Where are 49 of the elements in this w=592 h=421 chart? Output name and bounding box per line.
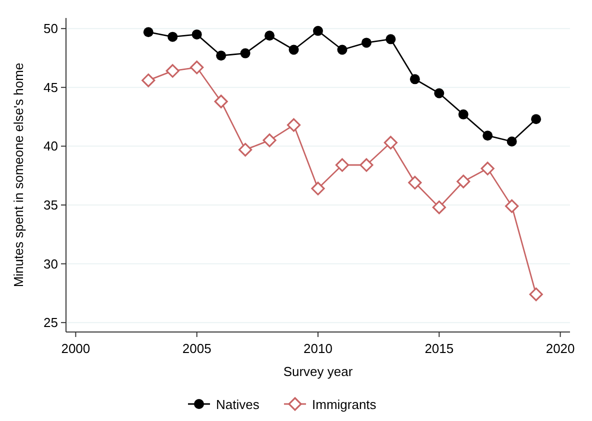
point	[216, 50, 226, 61]
point	[482, 130, 493, 141]
point	[456, 174, 470, 188]
point	[337, 44, 348, 55]
x-tick-label: 2005	[182, 341, 212, 356]
point	[410, 74, 420, 84]
x-tick-label: 2020	[546, 341, 575, 356]
point	[143, 27, 154, 38]
point	[506, 136, 517, 146]
point	[531, 114, 542, 124]
point	[214, 94, 228, 108]
y-axis-title: Minutes spent in someone else's home	[11, 62, 26, 288]
point	[190, 60, 204, 74]
point	[505, 199, 519, 213]
x-axis-title: Survey year	[283, 364, 354, 379]
point	[240, 48, 250, 58]
point	[408, 176, 422, 190]
point	[313, 26, 323, 36]
legend-label: Immigrants	[312, 397, 377, 412]
y-tick-label: 35	[44, 197, 58, 212]
x-tick-label: 2000	[61, 341, 90, 356]
point	[166, 64, 180, 78]
y-tick-label: 50	[44, 21, 58, 36]
legend-label: Natives	[216, 397, 260, 412]
point	[480, 162, 494, 176]
point	[262, 134, 276, 148]
point	[142, 74, 156, 88]
point	[458, 109, 468, 120]
y-tick-label: 25	[44, 315, 58, 330]
point	[286, 118, 301, 132]
point	[361, 38, 372, 48]
point	[238, 142, 252, 157]
y-tick-label: 45	[44, 80, 58, 95]
point	[386, 34, 396, 44]
y-tick-label: 40	[44, 138, 58, 154]
point	[360, 158, 374, 172]
point	[264, 30, 275, 41]
point	[434, 88, 444, 98]
x-tick-label: 2015	[424, 341, 454, 356]
point	[288, 44, 299, 55]
x-tick-label: 2010	[304, 341, 332, 356]
point	[529, 288, 543, 302]
point	[168, 32, 178, 42]
y-tick-label: 30	[44, 256, 58, 272]
point	[335, 158, 350, 172]
point	[311, 182, 325, 196]
point	[432, 200, 446, 214]
point	[384, 136, 398, 150]
point	[192, 29, 202, 40]
